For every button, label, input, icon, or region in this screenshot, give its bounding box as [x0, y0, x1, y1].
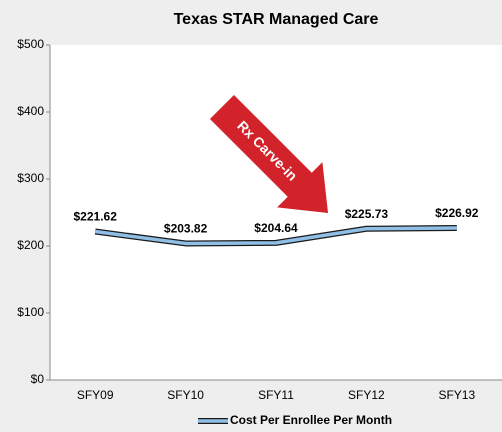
x-tick-label: SFY09 — [77, 388, 114, 402]
line — [94, 226, 457, 246]
data-label: $225.73 — [345, 207, 389, 221]
chart-title: Texas STAR Managed Care — [174, 11, 379, 28]
plot-area — [50, 45, 502, 380]
y-tick-label: $400 — [17, 104, 44, 118]
data-label: $226.92 — [435, 206, 479, 220]
data-label: $221.62 — [74, 210, 118, 224]
y-tick-label: $300 — [17, 171, 44, 185]
x-tick-label: SFY10 — [167, 388, 204, 402]
y-tick-label: $200 — [17, 238, 44, 252]
x-tick-label: SFY12 — [348, 388, 385, 402]
y-tick-label: $500 — [17, 37, 44, 51]
x-tick-label: SFY11 — [258, 388, 294, 402]
data-label: $203.82 — [164, 222, 208, 236]
y-tick-label: $0 — [31, 372, 45, 386]
legend-label: Cost Per Enrollee Per Month — [230, 413, 392, 427]
arrow-shape — [209, 94, 329, 214]
x-tick-label: SFY13 — [438, 388, 475, 402]
data-label: $204.64 — [254, 221, 298, 235]
y-tick-label: $100 — [17, 305, 44, 319]
